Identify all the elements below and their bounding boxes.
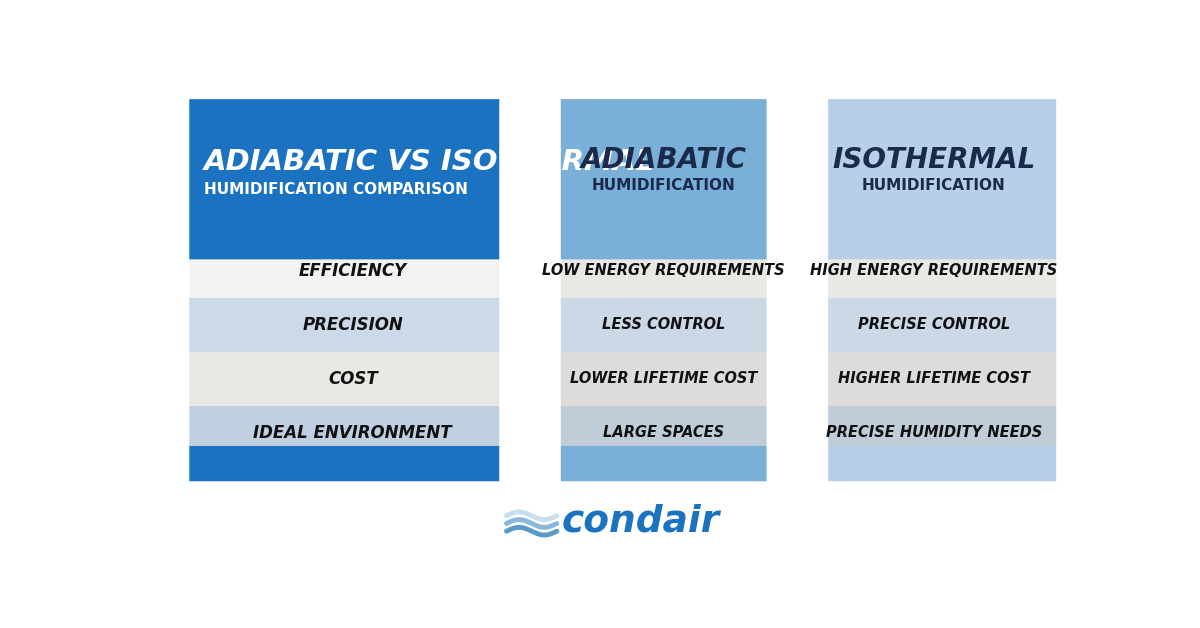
Text: ADIABATIC: ADIABATIC [581, 146, 746, 175]
Polygon shape [648, 244, 679, 256]
FancyBboxPatch shape [788, 65, 1079, 259]
Bar [180, 406, 526, 460]
Polygon shape [918, 244, 949, 256]
Bar [802, 89, 1066, 246]
Bar [180, 352, 526, 406]
Text: HUMIDIFICATION: HUMIDIFICATION [592, 178, 736, 193]
Bar [180, 458, 526, 490]
FancyBboxPatch shape [788, 77, 1079, 504]
Bar [1066, 75, 1111, 559]
Bar [802, 458, 1066, 490]
Text: condair: condair [562, 504, 720, 540]
Text: COST: COST [328, 370, 378, 388]
Text: PRECISION: PRECISION [302, 316, 403, 334]
FancyBboxPatch shape [167, 65, 539, 259]
Bar [802, 244, 1066, 298]
Bar [534, 298, 793, 352]
Text: LOW ENERGY REQUIREMENTS: LOW ENERGY REQUIREMENTS [542, 264, 785, 278]
FancyBboxPatch shape [522, 446, 806, 516]
Bar [534, 352, 793, 406]
Bar [150, 491, 1080, 559]
Text: HIGH ENERGY REQUIREMENTS: HIGH ENERGY REQUIREMENTS [810, 264, 1057, 278]
Bar [180, 89, 526, 246]
FancyBboxPatch shape [788, 446, 1079, 516]
Bar [534, 89, 793, 246]
FancyBboxPatch shape [522, 65, 806, 259]
Text: LOWER LIFETIME COST: LOWER LIFETIME COST [570, 371, 757, 386]
Text: EFFICIENCY: EFFICIENCY [299, 262, 407, 280]
FancyBboxPatch shape [522, 77, 806, 504]
FancyBboxPatch shape [167, 77, 539, 504]
Bar [526, 85, 534, 495]
Text: LESS CONTROL: LESS CONTROL [602, 317, 725, 332]
Text: IDEAL ENVIRONMENT: IDEAL ENVIRONMENT [253, 424, 452, 442]
Text: LARGE SPACES: LARGE SPACES [604, 425, 725, 440]
Bar [150, 74, 1080, 89]
Bar [793, 85, 802, 495]
Text: HUMIDIFICATION: HUMIDIFICATION [862, 178, 1006, 193]
Text: PRECISE HUMIDITY NEEDS: PRECISE HUMIDITY NEEDS [826, 425, 1042, 440]
Bar [180, 298, 526, 352]
Bar [150, 75, 180, 559]
Bar [802, 406, 1066, 460]
Text: ISOTHERMAL: ISOTHERMAL [832, 146, 1036, 175]
Bar [802, 298, 1066, 352]
Bar [534, 244, 793, 298]
Bar [534, 406, 793, 460]
Bar [534, 458, 793, 490]
Bar [802, 352, 1066, 406]
Text: HUMIDIFICATION COMPARISON: HUMIDIFICATION COMPARISON [204, 182, 468, 197]
FancyBboxPatch shape [167, 446, 539, 516]
Text: HIGHER LIFETIME COST: HIGHER LIFETIME COST [838, 371, 1030, 386]
Text: PRECISE CONTROL: PRECISE CONTROL [858, 317, 1009, 332]
Text: ADIABATIC VS ISOTHERMAL: ADIABATIC VS ISOTHERMAL [204, 148, 655, 176]
Bar [180, 244, 526, 298]
